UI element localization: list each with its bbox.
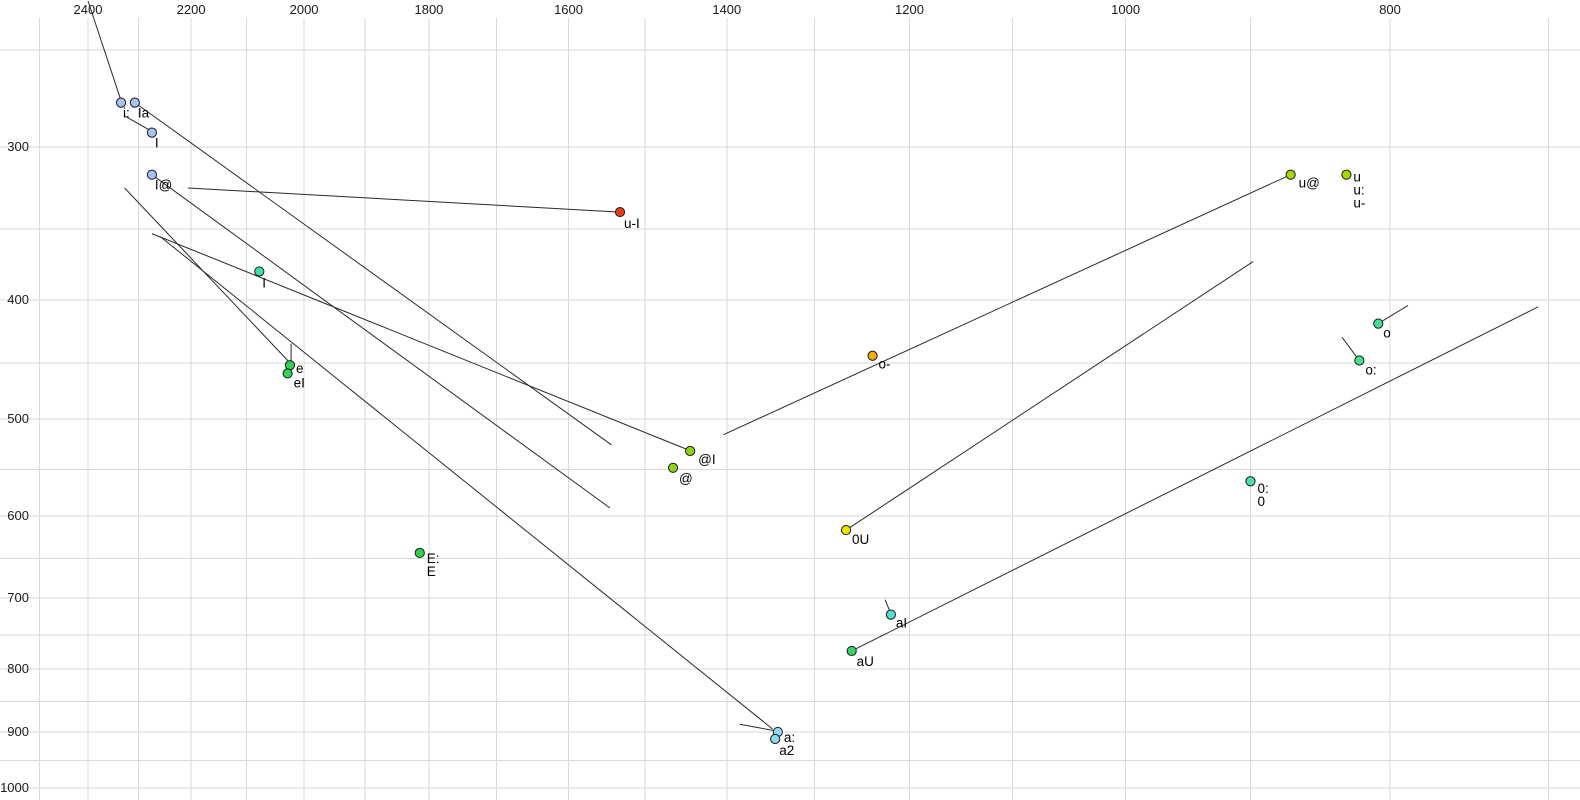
x-tick-1800: 1800 [414, 2, 443, 17]
x-tick-1000: 1000 [1111, 2, 1140, 17]
vowel-label-u: u [1353, 170, 1361, 185]
vowel-label-E: E [427, 564, 436, 579]
vowel-label-o-: o- [879, 357, 891, 372]
y-tick-900: 900 [7, 724, 29, 739]
vertical-gridlines [39, 18, 1549, 800]
vowel-point-I@ [146, 169, 158, 180]
trajectory-steep-to-e [124, 187, 291, 364]
vowel-point-aI [885, 609, 896, 620]
vowel-point-@ [667, 462, 679, 473]
trajectory-lines [87, 0, 1539, 732]
vowel-label-u:: u: [1353, 183, 1364, 198]
x-tick-1600: 1600 [554, 2, 583, 17]
y-tick-1000: 1000 [0, 780, 29, 795]
y-tick-600: 600 [7, 508, 29, 523]
y-tick-800: 800 [7, 661, 29, 676]
x-tick-2000: 2000 [290, 2, 319, 17]
vowel-label-Ia: Ia [138, 106, 150, 121]
vowel-point-eI [282, 368, 293, 379]
vowel-label-u-: u- [1353, 196, 1365, 211]
y-axis-tick-labels: 300 400 500 600 700 800 900 1000 [0, 139, 29, 795]
vowel-point-i: [115, 97, 127, 108]
trajectory-from-0U [845, 261, 1254, 531]
vowel-label-aI: aI [896, 616, 907, 631]
y-tick-300: 300 [7, 139, 29, 154]
vowel-label-a:: a: [784, 730, 795, 745]
vowel-label-0:: 0: [1257, 481, 1268, 496]
vowel-label-0: 0 [1257, 494, 1265, 509]
x-tick-800: 800 [1379, 2, 1401, 17]
vowel-points [115, 97, 1384, 745]
vowel-label-aU: aU [857, 654, 874, 669]
vowel-point-o- [867, 350, 878, 361]
vowel-label-e: e [296, 361, 304, 376]
vowel-point-Ia [129, 97, 140, 108]
vowel-label-I: I [155, 136, 159, 151]
x-tick-2200: 2200 [177, 2, 206, 17]
vowel-point-a2 [770, 733, 781, 745]
vowel-point-aU [846, 645, 857, 657]
trajectory-to-u-I [187, 187, 621, 213]
trajectory-long-to-a: [159, 236, 773, 730]
vowel-point-I [146, 127, 158, 138]
vowel-point-0U [840, 524, 852, 536]
vowel-label-E:: E: [427, 551, 440, 566]
trajectory-into-i: [87, 0, 122, 101]
vowel-point-o [1373, 318, 1384, 329]
vowel-point-u@ [1285, 169, 1296, 180]
vowel-point-@I [685, 445, 696, 457]
vowel-label-0U: 0U [852, 532, 869, 547]
trajectory-I@-long [151, 174, 611, 509]
vowel-point-u [1341, 169, 1352, 180]
y-tick-500: 500 [7, 411, 29, 426]
x-axis-tick-labels: 2400 2200 2000 1800 1600 1400 1200 1000 800 [74, 2, 1401, 17]
vowel-point-E: [414, 547, 425, 559]
vowel-label-u@: u@ [1299, 176, 1320, 191]
vowel-label-@I: @I [698, 452, 715, 467]
trajectory-Ia-long [134, 102, 612, 446]
trajectory-hook-into-a: [739, 723, 776, 732]
y-tick-400: 400 [7, 292, 29, 307]
vowel-label-o: o [1383, 326, 1391, 341]
horizontal-gridlines [0, 49, 1580, 789]
vowel-label-i:: i: [123, 106, 130, 121]
trajectory-Ia-to-I [124, 115, 152, 132]
x-tick-2400: 2400 [74, 2, 103, 17]
vowel-label-o:: o: [1365, 363, 1376, 378]
vowel-label-u-I: u-I [624, 216, 640, 231]
vowel-label-I@: I@ [155, 178, 172, 193]
vowel-label-@: @ [679, 471, 693, 486]
trajectory-from-aU-long [851, 306, 1539, 652]
vowel-label-eI: eI [294, 375, 305, 390]
x-tick-1400: 1400 [712, 2, 741, 17]
vowel-label-I: I [262, 275, 266, 290]
trajectory-through-I-to-@I [151, 233, 689, 451]
vowel-label-a2: a2 [779, 743, 794, 758]
vowel-point-0: [1245, 476, 1256, 487]
y-tick-700: 700 [7, 590, 29, 605]
trajectory-to-u@ [723, 174, 1291, 436]
trajectory-o-tick [1378, 305, 1409, 325]
vowel-point-I [254, 266, 265, 277]
x-tick-1200: 1200 [895, 2, 924, 17]
vowel-point-o: [1354, 355, 1365, 366]
vowel-point-u-I [614, 206, 626, 218]
